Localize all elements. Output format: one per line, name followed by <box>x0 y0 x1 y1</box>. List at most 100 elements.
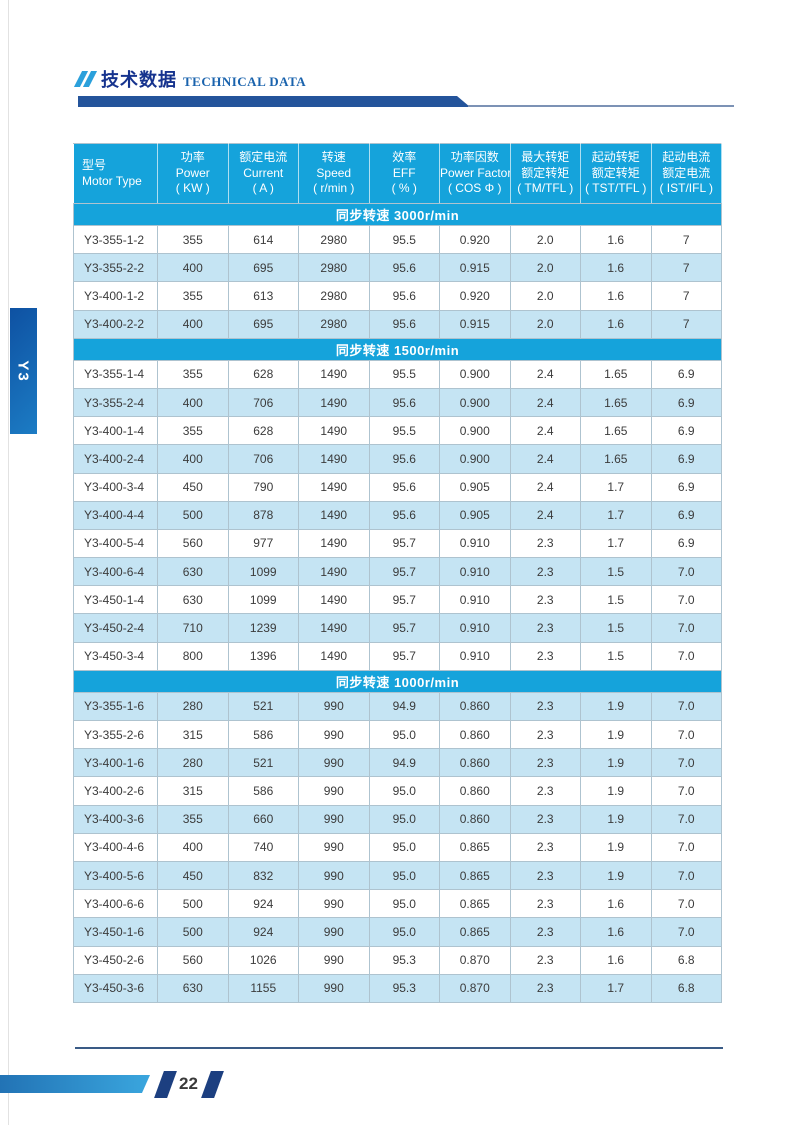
section-band-row: 同步转速 1000r/min <box>73 669 722 693</box>
motor-type-cell: Y3-400-2-6 <box>73 776 158 806</box>
motor-type-cell: Y3-355-2-2 <box>73 253 158 283</box>
column-header-line: 功率因数 <box>450 150 499 165</box>
table-cell: 7.0 <box>650 691 722 722</box>
column-header-line: Power <box>175 165 210 180</box>
table-cell: 832 <box>227 860 299 891</box>
table-cell: 400 <box>157 309 229 339</box>
table-row: Y3-400-4-4 500 878 1490 95.6 0.905 2.4 1.7 6.9 <box>73 500 722 530</box>
section-band: 同步转速 1500r/min <box>73 337 722 361</box>
table-row: Y3-400-5-4 560 977 1490 95.7 0.910 2.3 1.7 6.9 <box>73 528 722 559</box>
table-cell: 1396 <box>227 641 299 671</box>
table-cell: 0.870 <box>439 973 511 1003</box>
table-cell: 95.6 <box>368 309 440 339</box>
table-cell: 95.6 <box>368 281 440 311</box>
table-cell: 400 <box>157 253 229 283</box>
header-rule-thick-bar <box>78 96 470 107</box>
motor-type-cell: Y3-400-1-4 <box>73 416 158 446</box>
motor-type-cell: Y3-400-4-6 <box>73 832 158 862</box>
column-header: 功率因数 Power Factor( COS Φ ) <box>439 143 511 204</box>
table-row: Y3-400-2-6 315 586 990 95.0 0.860 2.3 1.9 7.0 <box>73 776 722 806</box>
table-cell: 1490 <box>298 444 370 474</box>
table-row: Y3-450-1-6 500 924 990 95.0 0.865 2.3 1.6 7.0 <box>73 917 722 947</box>
table-cell: 95.0 <box>368 719 440 750</box>
motor-type-cell: Y3-400-1-6 <box>73 748 158 778</box>
table-cell: 2.3 <box>509 973 581 1003</box>
table-row: Y3-400-2-4 400 706 1490 95.6 0.900 2.4 1.65 6.9 <box>73 444 722 474</box>
table-cell: 1.6 <box>580 281 652 311</box>
table-cell: 1490 <box>298 641 370 671</box>
motor-type-cell: Y3-355-2-6 <box>73 719 158 750</box>
table-cell: 95.6 <box>368 500 440 530</box>
motor-type-cell: Y3-400-2-2 <box>73 309 158 339</box>
table-row: Y3-450-1-4 630 1099 1490 95.7 0.910 2.3 1.5 7.0 <box>73 585 722 615</box>
table-cell: 1.9 <box>580 804 652 834</box>
table-cell: 1155 <box>227 973 299 1003</box>
table-cell: 1239 <box>227 613 299 643</box>
table-cell: 7.0 <box>650 585 722 615</box>
table-cell: 1.7 <box>580 500 652 530</box>
motor-type-cell: Y3-450-1-4 <box>73 585 158 615</box>
table-row: Y3-355-1-4 355 628 1490 95.5 0.900 2.4 1.65 6.9 <box>73 359 722 389</box>
table-cell: 560 <box>157 945 229 975</box>
table-cell: 2980 <box>298 224 370 255</box>
motor-type-cell: Y3-450-3-4 <box>73 641 158 671</box>
page-edge-line <box>8 0 9 1125</box>
table-cell: 710 <box>157 613 229 643</box>
table-cell: 1.9 <box>580 860 652 891</box>
table-cell: 2.3 <box>509 860 581 891</box>
table-cell: 1.6 <box>580 917 652 947</box>
table-cell: 95.0 <box>368 917 440 947</box>
table-cell: 7.0 <box>650 804 722 834</box>
table-row: Y3-450-3-6 630 1155 990 95.3 0.870 2.3 1.7 6.8 <box>73 973 722 1003</box>
table-cell: 613 <box>227 281 299 311</box>
table-cell: 990 <box>298 889 370 919</box>
table-cell: 614 <box>227 224 299 255</box>
motor-type-cell: Y3-450-2-4 <box>73 613 158 643</box>
table-cell: 6.9 <box>650 387 722 418</box>
table-cell: 2980 <box>298 281 370 311</box>
table-cell: 790 <box>227 472 299 502</box>
table-cell: 7.0 <box>650 641 722 671</box>
motor-type-cell: Y3-400-3-6 <box>73 804 158 834</box>
table-cell: 924 <box>227 917 299 947</box>
column-header-line: ( r/min ) <box>313 181 355 196</box>
table-cell: 1490 <box>298 557 370 587</box>
column-header-line: ( A ) <box>252 181 274 196</box>
table-cell: 1099 <box>227 557 299 587</box>
table-cell: 0.900 <box>439 416 511 446</box>
table-row: Y3-400-3-6 355 660 990 95.0 0.860 2.3 1.9 7.0 <box>73 804 722 834</box>
table-cell: 2.3 <box>509 719 581 750</box>
slash-icon <box>201 1071 224 1098</box>
table-cell: 586 <box>227 776 299 806</box>
table-cell: 0.900 <box>439 359 511 389</box>
table-cell: 1.7 <box>580 472 652 502</box>
column-header-line: Motor Type <box>82 173 142 188</box>
table-cell: 6.9 <box>650 444 722 474</box>
column-header-line: 最大转矩 <box>521 150 570 165</box>
column-header-line: Power Factor <box>440 165 510 180</box>
column-header-line: 型号 <box>82 158 107 173</box>
table-cell: 2.4 <box>509 472 581 502</box>
table-cell: 1490 <box>298 528 370 559</box>
table-cell: 2.0 <box>509 281 581 311</box>
table-cell: 2.3 <box>509 641 581 671</box>
table-cell: 1.5 <box>580 585 652 615</box>
table-cell: 1.9 <box>580 691 652 722</box>
table-cell: 0.910 <box>439 613 511 643</box>
table-cell: 0.920 <box>439 224 511 255</box>
table-cell: 2.3 <box>509 557 581 587</box>
table-cell: 0.870 <box>439 945 511 975</box>
table-cell: 560 <box>157 528 229 559</box>
table-cell: 521 <box>227 748 299 778</box>
table-cell: 977 <box>227 528 299 559</box>
section-band-row: 同步转速 3000r/min <box>73 203 722 226</box>
column-header-line: 额定转矩 <box>591 165 640 180</box>
table-cell: 6.9 <box>650 359 722 389</box>
table-cell: 95.5 <box>368 416 440 446</box>
table-cell: 95.7 <box>368 557 440 587</box>
table-cell: 2.4 <box>509 416 581 446</box>
table-cell: 95.6 <box>368 472 440 502</box>
table-cell: 0.865 <box>439 917 511 947</box>
column-header: 效率 EFF( % ) <box>368 143 440 204</box>
table-cell: 355 <box>157 224 229 255</box>
